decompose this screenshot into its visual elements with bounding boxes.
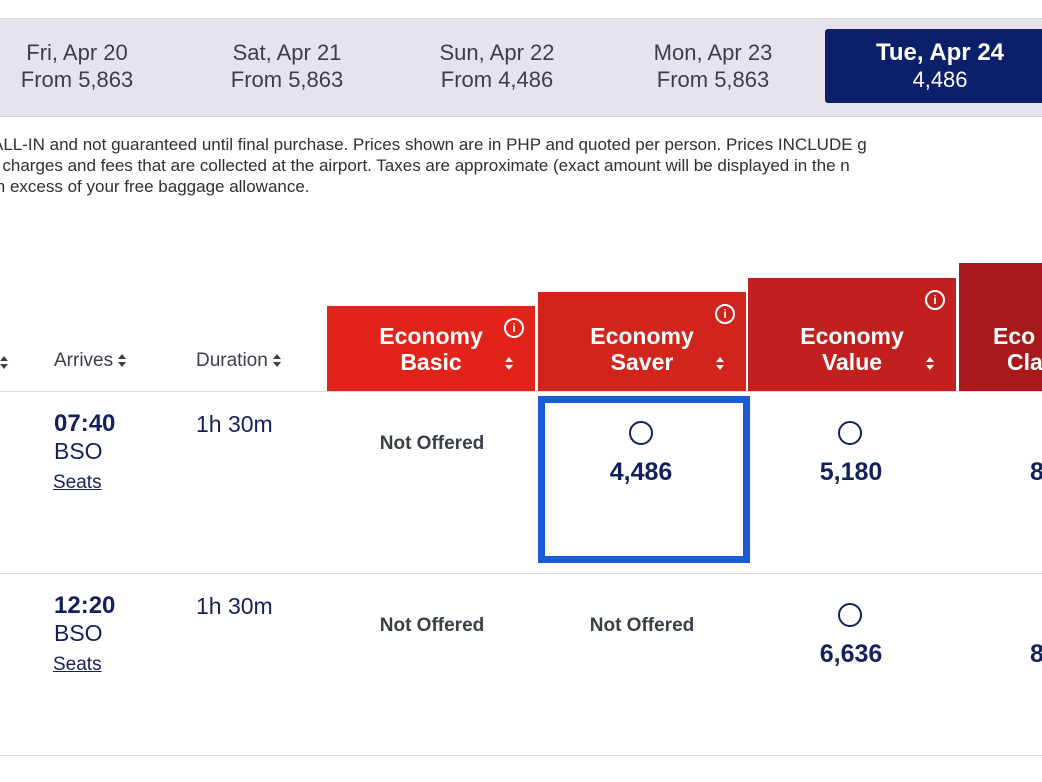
fare-price-classic: 8 — [1030, 640, 1042, 668]
info-icon[interactable]: i — [925, 290, 945, 310]
date-tab-price: From 5,863 — [656, 67, 770, 92]
selected-fare-economy-saver[interactable] — [538, 396, 750, 563]
fare-price-value: 5,180 — [819, 458, 883, 486]
date-tab-day: Mon, Apr 23 — [653, 40, 773, 65]
sort-icon — [272, 353, 282, 368]
fare-radio-value[interactable] — [838, 603, 862, 627]
fare-header-economy-saver[interactable]: Economy Saver i — [538, 292, 746, 391]
sort-icon[interactable] — [0, 356, 9, 370]
date-selector: Fri, Apr 20 From 5,863 Sat, Apr 21 From … — [0, 18, 1042, 117]
disclaimer-line: r charges and fees that are collected at… — [0, 156, 850, 175]
date-tab-price: 4,486 — [912, 67, 968, 92]
fare-not-offered: Not Offered — [379, 433, 485, 454]
price-disclaimer: ALL-IN and not guaranteed until final pu… — [0, 134, 1042, 197]
info-icon[interactable]: i — [715, 304, 735, 324]
fare-not-offered: Not Offered — [589, 615, 695, 636]
arrival-airport-code: BSO — [54, 620, 103, 646]
fare-header-line: Value — [821, 349, 883, 375]
fare-header-line: Economy — [590, 323, 694, 349]
date-tab-sat-apr-21[interactable]: Sat, Apr 21 From 5,863 — [187, 29, 387, 103]
date-tab-tue-apr-24-selected[interactable]: Tue, Apr 24 4,486 — [825, 29, 1042, 103]
date-tab-price: From 4,486 — [440, 67, 554, 92]
flight-duration: 1h 30m — [196, 593, 273, 619]
arrival-time: 12:20 — [54, 592, 116, 619]
fare-header-line: Economy — [800, 323, 904, 349]
seats-link[interactable]: Seats — [53, 654, 102, 675]
seats-link[interactable]: Seats — [53, 472, 102, 493]
fare-price-value: 6,636 — [819, 640, 883, 668]
fare-header-economy-classic[interactable]: Eco Cla — [959, 263, 1042, 391]
sort-icon[interactable] — [925, 357, 935, 371]
column-header-duration[interactable]: Duration — [196, 350, 282, 372]
date-tab-sun-apr-22[interactable]: Sun, Apr 22 From 4,486 — [397, 29, 597, 103]
disclaimer-line: in excess of your free baggage allowance… — [0, 177, 310, 196]
fare-header-economy-basic[interactable]: Economy Basic i — [327, 306, 535, 391]
date-tab-price: From 5,863 — [230, 67, 344, 92]
fare-header-line: Saver — [610, 349, 674, 375]
row-divider — [0, 391, 1042, 392]
fare-radio-value[interactable] — [838, 421, 862, 445]
column-label: Duration — [196, 350, 268, 371]
fare-header-line: Basic — [400, 349, 462, 375]
fare-price-classic: 8 — [1030, 458, 1042, 486]
arrival-airport-code: BSO — [54, 438, 103, 464]
fare-radio-saver[interactable] — [629, 421, 653, 445]
fare-not-offered: Not Offered — [379, 615, 485, 636]
fare-header-economy-value[interactable]: Economy Value i — [748, 278, 956, 391]
sort-icon[interactable] — [715, 357, 725, 371]
column-label: Arrives — [54, 350, 114, 371]
disclaimer-line: ALL-IN and not guaranteed until final pu… — [0, 135, 867, 154]
fare-header-line: Economy — [379, 323, 483, 349]
flight-duration: 1h 30m — [196, 411, 273, 437]
sort-icon — [117, 353, 127, 368]
sort-icon[interactable] — [504, 357, 514, 371]
date-tab-day: Sat, Apr 21 — [232, 40, 342, 65]
fare-header-line: Eco — [993, 323, 1036, 349]
fare-header-line: Cla — [1007, 349, 1042, 375]
column-header-arrives[interactable]: Arrives — [54, 350, 127, 372]
date-tab-mon-apr-23[interactable]: Mon, Apr 23 From 5,863 — [613, 29, 813, 103]
date-tab-price: From 5,863 — [20, 67, 134, 92]
row-divider — [0, 573, 1042, 574]
date-tab-fri-apr-20[interactable]: Fri, Apr 20 From 5,863 — [0, 29, 177, 103]
date-tab-day: Tue, Apr 24 — [875, 39, 1005, 66]
info-icon[interactable]: i — [504, 318, 524, 338]
arrival-time: 07:40 — [54, 410, 116, 437]
date-tab-day: Sun, Apr 22 — [439, 40, 555, 65]
row-divider — [0, 755, 1042, 756]
fare-price-saver: 4,486 — [609, 458, 673, 486]
date-tab-day: Fri, Apr 20 — [26, 40, 128, 65]
